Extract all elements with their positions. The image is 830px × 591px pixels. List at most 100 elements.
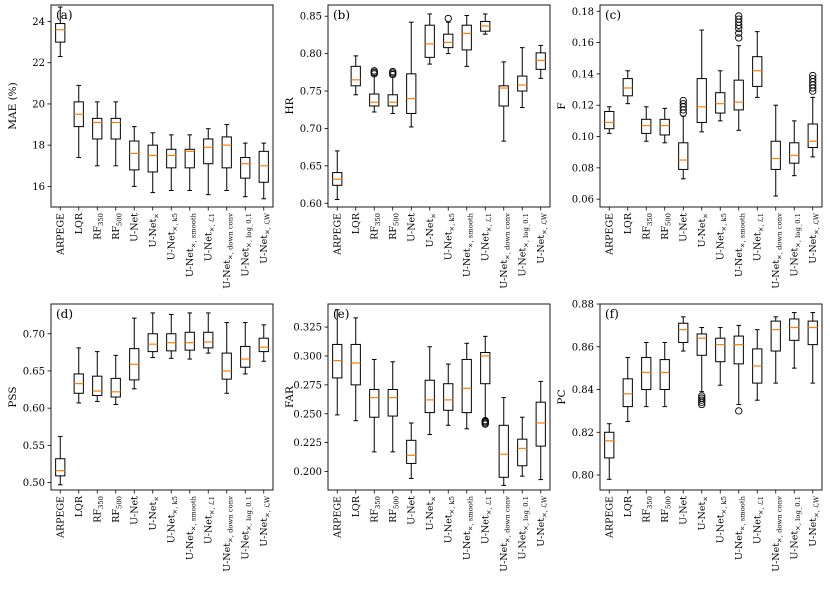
box-4 [678, 316, 689, 352]
y-tick-label: 0.75 [300, 87, 322, 98]
x-category-label: RF350 [641, 213, 654, 240]
iqr-box [184, 331, 195, 351]
y-tick-label: 0.12 [572, 101, 594, 112]
y-tick-label: 16 [32, 182, 45, 193]
y-tick-label: 0.85 [300, 12, 322, 23]
iqr-box [517, 438, 528, 467]
box-3 [659, 341, 670, 408]
x-category-label: U-Net× [148, 496, 161, 531]
y-tick-label: 0.50 [23, 478, 45, 489]
iqr-box [498, 85, 509, 107]
flier-point [809, 71, 817, 80]
x-category-label: U-Net×, log_0.1 [517, 213, 530, 277]
box-2 [92, 101, 103, 167]
y-axis-label: PC [556, 389, 568, 404]
box-5 [696, 29, 707, 133]
box-1 [350, 317, 361, 422]
iqr-box [461, 24, 472, 51]
x-category-label: U-Net×, ℒW [259, 213, 272, 264]
flier-point [389, 69, 397, 77]
iqr-box [258, 150, 269, 183]
box-6 [715, 70, 726, 122]
y-tick-label: 0.16 [572, 38, 594, 49]
x-category-label: U-Net×, down conv [222, 496, 235, 572]
box-4 [678, 96, 689, 180]
y-tick-label: 0.70 [300, 124, 322, 135]
iqr-box [641, 118, 652, 134]
x-category-label: U-Net×, ℒ1 [480, 496, 493, 544]
x-category-label: LQR [623, 212, 634, 234]
iqr-box [807, 123, 818, 148]
x-category-label: U-Net×, down conv [499, 496, 512, 572]
x-category-label: LQR [351, 212, 362, 234]
box-11 [807, 71, 818, 158]
x-category-label: RF500 [660, 496, 673, 523]
box-7 [733, 12, 744, 131]
box-7 [184, 134, 195, 192]
y-tick-label: 0.200 [293, 467, 322, 478]
x-category-label: ARPEGE [604, 213, 615, 256]
x-category-label: U-Net×, k5 [443, 213, 456, 260]
box-1 [350, 55, 361, 96]
iqr-box [129, 140, 140, 171]
box-6 [443, 14, 454, 55]
iqr-box [696, 333, 707, 356]
x-category-label: U-Net×, k5 [443, 496, 456, 543]
y-tick-label: 0.82 [572, 428, 594, 439]
iqr-box [715, 337, 726, 363]
y-tick-label: 0.60 [23, 404, 45, 415]
box-9 [770, 316, 781, 384]
box-11 [535, 380, 546, 481]
iqr-box [807, 320, 818, 346]
panel-e: (e) FAR 0.200 0.225 0.250 0.275 0.300 0.325 ARPE… [284, 303, 551, 572]
y-axis-label: F [556, 102, 568, 109]
x-category-label: U-Net [406, 496, 417, 525]
iqr-box [535, 401, 546, 447]
box-1 [622, 70, 633, 105]
y-tick-label: 0.18 [572, 7, 594, 18]
box-7 [733, 324, 744, 415]
iqr-box [387, 94, 398, 107]
iqr-box [424, 379, 435, 414]
x-category-label: U-Net×, down conv [771, 213, 784, 289]
x-category-label: U-Net×, smooth [462, 495, 475, 560]
box-1 [622, 356, 633, 423]
x-category-label: U-Net×, smooth [734, 212, 747, 277]
box-1 [73, 84, 84, 159]
x-category-label: ARPEGE [55, 213, 66, 256]
y-tick-label: 20 [32, 99, 45, 110]
iqr-box [369, 388, 380, 418]
x-category-label: LQR [74, 212, 85, 234]
iqr-box [770, 320, 781, 352]
iqr-box [461, 358, 472, 414]
iqr-box [604, 431, 615, 459]
x-category-label: U-Net×, log_0.1 [240, 496, 253, 560]
box-1 [73, 347, 84, 404]
flier-point [735, 34, 743, 42]
box-0 [55, 6, 66, 58]
iqr-box [221, 136, 232, 169]
panel-label: (b) [333, 8, 350, 22]
panel-label: (c) [605, 8, 621, 22]
flier-point [735, 29, 743, 37]
iqr-box [166, 148, 177, 169]
axes-frame [599, 4, 823, 208]
x-category-label: U-Net [678, 496, 689, 525]
panel-b: (b) HR 0.60 0.65 0.70 0.75 0.80 0.85 ARPEGE LQR RF… [284, 4, 551, 289]
box-10 [517, 416, 528, 477]
x-category-label: U-Net×, smooth [185, 212, 198, 277]
box-8 [480, 335, 491, 428]
x-category-label: U-Net× [148, 213, 161, 248]
flier-point [679, 100, 687, 108]
box-8 [480, 13, 491, 35]
y-axis-label: MAE (%) [7, 82, 19, 130]
iqr-box [535, 52, 546, 70]
iqr-box [184, 148, 195, 169]
panel-label: (f) [605, 307, 619, 321]
box-10 [517, 47, 528, 108]
panel-d: (d) PSS 0.50 0.55 0.60 0.65 0.70 ARPEGE LQR RF350… [7, 303, 274, 572]
box-3 [387, 67, 398, 114]
x-category-label: ARPEGE [55, 496, 66, 539]
box-2 [369, 358, 380, 453]
iqr-box [55, 23, 66, 43]
